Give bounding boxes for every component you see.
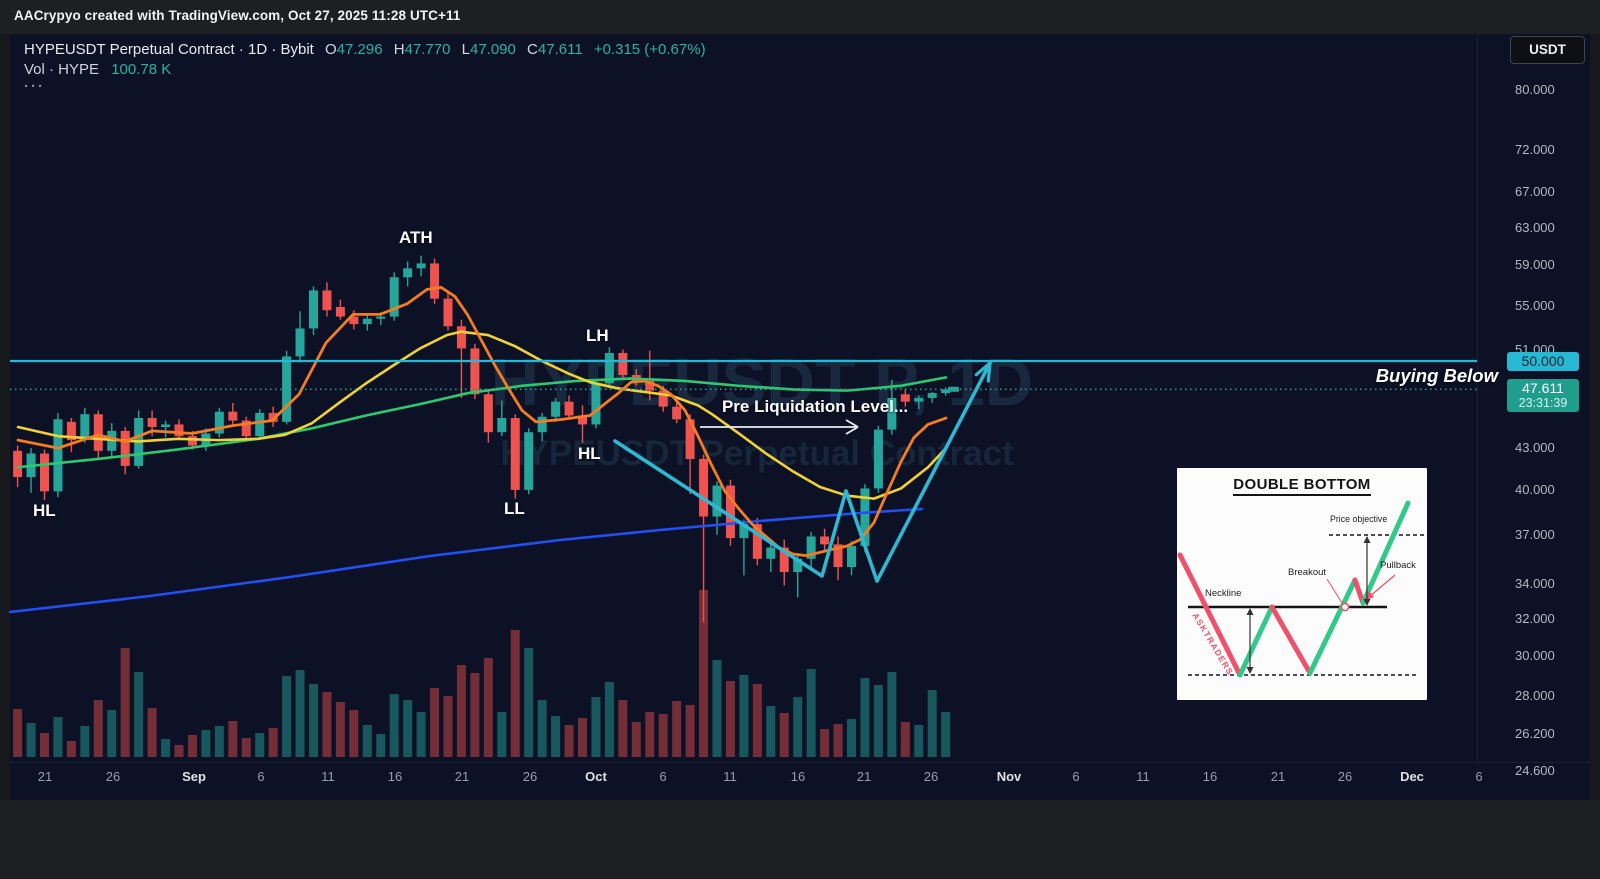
price-tick-30.000: 30.000 <box>1515 648 1555 664</box>
legend-symbol-row[interactable]: HYPEUSDT Perpetual Contract · 1D · Bybit… <box>24 40 706 60</box>
horizontal-line-price-badge[interactable]: 50.000 <box>1507 351 1579 371</box>
time-tick-11: 11 <box>321 769 335 784</box>
pullback-arrow-line <box>1368 574 1396 598</box>
currency-toggle-button[interactable]: USDT <box>1510 36 1585 64</box>
price-tick-43.000: 43.000 <box>1515 440 1555 456</box>
last-price-value: 47.611 <box>1522 380 1564 397</box>
time-tick-6: 6 <box>659 769 667 784</box>
footer-bar: TradingView <box>0 800 1600 879</box>
second-decline <box>1269 604 1313 676</box>
breakout-label: Breakout <box>1288 567 1327 578</box>
time-tick-26: 26 <box>1337 769 1353 784</box>
chart-legend: HYPEUSDT Perpetual Contract · 1D · Bybit… <box>24 40 706 100</box>
double-bottom-diagram <box>1177 500 1425 678</box>
price-tick-37.000: 37.000 <box>1515 526 1555 542</box>
time-tick-11: 11 <box>1136 769 1150 784</box>
time-tick-21: 21 <box>454 769 470 784</box>
last-price-badge[interactable]: 47.611 23:31:39 <box>1507 379 1579 413</box>
time-axis-separator <box>10 762 1590 763</box>
neckline-label: Neckline <box>1205 588 1242 599</box>
time-tick-Sep: Sep <box>182 769 206 784</box>
attribution-bar: AACrypyo created with TradingView.com, O… <box>0 0 1600 34</box>
pullback-leg <box>1352 577 1366 606</box>
breakout-marker <box>1340 602 1350 612</box>
time-tick-26: 26 <box>105 769 121 784</box>
price-axis-separator <box>1477 34 1478 762</box>
price-tick-24.600: 24.600 <box>1515 762 1555 778</box>
time-tick-6: 6 <box>257 769 265 784</box>
legend-close-value: 47.611 <box>537 41 583 58</box>
time-tick-26: 26 <box>923 769 939 784</box>
volume-label: Vol · HYPE <box>24 61 100 78</box>
breakout-rally <box>1307 577 1358 676</box>
legend-high-label: H <box>393 41 405 58</box>
annotation-hl-left[interactable]: HL <box>33 501 56 520</box>
price-tick-67.000: 67.000 <box>1515 183 1555 199</box>
time-tick-Nov: Nov <box>996 769 1022 784</box>
pullback-label: Pullback <box>1380 560 1416 571</box>
price-tick-40.000: 40.000 <box>1515 481 1555 497</box>
annotation-hl-mid[interactable]: HL <box>578 444 601 463</box>
bar-countdown: 23:31:39 <box>1518 396 1568 411</box>
inset-title: DOUBLE BOTTOM <box>1233 476 1371 496</box>
legend-volume-row[interactable]: Vol · HYPE 100.78 K <box>24 60 706 80</box>
annotation-lh[interactable]: LH <box>586 326 609 345</box>
time-tick-21: 21 <box>1270 769 1286 784</box>
time-tick-21: 21 <box>856 769 872 784</box>
time-tick-16: 16 <box>387 769 403 784</box>
price-tick-32.000: 32.000 <box>1515 610 1555 626</box>
rally-to-neckline <box>1237 604 1275 678</box>
attribution-text: AACrypyo created with TradingView.com, O… <box>14 8 461 23</box>
legend-more-button[interactable]: ··· <box>24 78 45 95</box>
legend-change: +0.315 (+0.67%) <box>593 41 706 58</box>
time-tick-16: 16 <box>790 769 806 784</box>
time-tick-16: 16 <box>1202 769 1218 784</box>
time-tick-26: 26 <box>522 769 538 784</box>
annotation-ll[interactable]: LL <box>504 499 525 518</box>
objective-arrow-down <box>1363 599 1371 606</box>
depth-arrow-down <box>1246 667 1254 674</box>
price-tick-63.000: 63.000 <box>1515 219 1555 235</box>
breakout-leader-line <box>1326 578 1343 604</box>
annotation-buying-below[interactable]: Buying Below <box>1375 365 1498 386</box>
time-tick-21: 21 <box>37 769 53 784</box>
continuation-rally <box>1360 500 1411 606</box>
legend-high-value: 47.770 <box>404 41 451 58</box>
price-objective-label: Price objective <box>1330 514 1388 524</box>
price-tick-55.000: 55.000 <box>1515 297 1555 313</box>
time-tick-Dec: Dec <box>1400 769 1424 784</box>
inset-title-wrap: DOUBLE BOTTOM <box>1177 476 1427 496</box>
volume-value: 100.78 K <box>111 61 172 78</box>
time-tick-11: 11 <box>723 769 737 784</box>
price-tick-72.000: 72.000 <box>1515 142 1555 158</box>
legend-symbol: HYPEUSDT Perpetual Contract · 1D · Bybit <box>24 41 314 58</box>
price-tick-28.000: 28.000 <box>1515 687 1555 703</box>
downtrend-leg <box>1177 552 1243 678</box>
time-tick-6: 6 <box>1475 769 1483 784</box>
price-tick-80.000: 80.000 <box>1515 81 1555 97</box>
time-tick-6: 6 <box>1072 769 1080 784</box>
objective-arrow-up <box>1363 536 1371 543</box>
legend-low-label: L <box>461 41 470 58</box>
legend-low-value: 47.090 <box>469 41 516 58</box>
legend-open-value: 47.296 <box>336 41 383 58</box>
price-tick-59.000: 59.000 <box>1515 257 1555 273</box>
depth-arrow-up <box>1246 608 1254 615</box>
legend-close-label: C <box>527 41 538 58</box>
legend-open-label: O <box>325 41 337 58</box>
annotation-ath[interactable]: ATH <box>399 228 433 247</box>
price-tick-26.200: 26.200 <box>1515 726 1555 742</box>
time-tick-Oct: Oct <box>585 769 607 784</box>
double-bottom-inset[interactable]: DOUBLE BOTTOM Neckline Breakout Pullback… <box>1177 468 1427 700</box>
annotation-pre-liquidation[interactable]: Pre Liquidation Level... <box>721 397 909 416</box>
price-tick-34.000: 34.000 <box>1515 575 1555 591</box>
